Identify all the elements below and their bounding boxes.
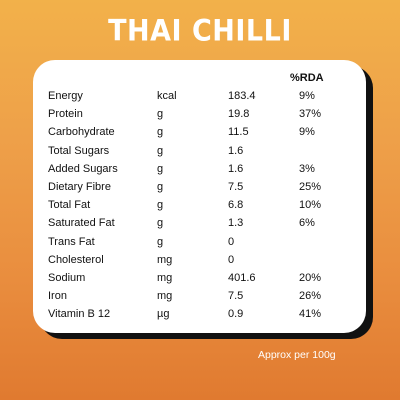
- nutrient-value: 7.5: [228, 181, 244, 193]
- nutrient-value: 7.5: [228, 290, 244, 303]
- nutrient-name: Trans Fat: [48, 235, 95, 248]
- nutrient-name: Added Sugars: [48, 162, 118, 175]
- nutrient-name: Sodium: [48, 272, 86, 284]
- nutrient-rda: 26%: [299, 290, 322, 303]
- table-row: Carbohydrate g 11.5 9%: [0, 126, 400, 142]
- table-row: Protein g 19.8 37%: [0, 108, 400, 124]
- nutrition-card: [33, 60, 366, 333]
- table-row: Energy kcal 183.4 9%: [0, 90, 400, 106]
- nutrient-value: 1.6: [228, 162, 244, 175]
- nutrient-unit: g: [157, 144, 164, 157]
- nutrient-unit: g: [157, 217, 164, 230]
- serving-note: Approx per 100g: [258, 349, 336, 361]
- nutrient-value: 0.9: [228, 308, 244, 321]
- nutrient-name: Saturated Fat: [48, 217, 115, 230]
- nutrient-unit: g: [157, 126, 164, 139]
- nutrient-rda: 37%: [299, 108, 322, 121]
- nutrient-value: 183.4: [228, 90, 256, 102]
- nutrient-rda: 9%: [299, 126, 315, 139]
- nutrient-rda: 41%: [299, 308, 322, 321]
- nutrient-unit: kcal: [157, 90, 177, 102]
- nutrient-unit: µg: [157, 308, 170, 321]
- nutrient-rda: 9%: [299, 90, 315, 102]
- nutrient-value: 0: [228, 235, 235, 248]
- nutrient-name: Carbohydrate: [48, 126, 115, 139]
- nutrient-rda: 10%: [299, 199, 322, 212]
- table-row: Trans Fat g 0: [0, 236, 400, 252]
- nutrient-value: 6.8: [228, 199, 244, 212]
- nutrient-value: 1.3: [228, 217, 244, 230]
- nutrient-name: Iron: [48, 290, 67, 303]
- table-row: Sodium mg 401.6 20%: [0, 272, 400, 288]
- nutrient-name: Total Fat: [48, 199, 91, 212]
- nutrient-unit: mg: [157, 272, 173, 284]
- table-row: Cholesterol mg 0: [0, 254, 400, 270]
- nutrient-unit: mg: [157, 290, 173, 303]
- nutrient-rda: 20%: [299, 272, 322, 284]
- nutrient-value: 401.6: [228, 272, 256, 284]
- table-row: Iron mg 7.5 26%: [0, 290, 400, 306]
- table-row: Vitamin B 12 µg 0.9 41%: [0, 308, 400, 324]
- nutrient-name: Cholesterol: [48, 253, 104, 266]
- nutrient-value: 11.5: [228, 126, 249, 139]
- table-row: Dietary Fibre g 7.5 25%: [0, 181, 400, 197]
- product-title: THAI CHILLI: [108, 14, 292, 49]
- table-row: Total Fat g 6.8 10%: [0, 199, 400, 215]
- nutrient-unit: g: [157, 199, 164, 212]
- nutrient-rda: 3%: [299, 162, 315, 175]
- nutrient-unit: g: [157, 108, 164, 121]
- nutrient-unit: g: [157, 235, 164, 248]
- table-row: Total Sugars g 1.6: [0, 145, 400, 161]
- rda-column-header: %RDA: [290, 72, 324, 84]
- table-row: Added Sugars g 1.6 3%: [0, 163, 400, 179]
- table-row: Saturated Fat g 1.3 6%: [0, 217, 400, 233]
- nutrient-name: Total Sugars: [48, 144, 110, 157]
- nutrient-name: Protein: [48, 108, 83, 121]
- nutrient-value: 1.6: [228, 144, 244, 157]
- nutrient-unit: g: [157, 162, 164, 175]
- nutrient-rda: 25%: [299, 181, 322, 193]
- nutrient-unit: mg: [157, 253, 173, 266]
- nutrient-rda: 6%: [299, 217, 315, 230]
- nutrient-name: Energy: [48, 90, 83, 102]
- nutrient-value: 0: [228, 253, 235, 266]
- nutrient-value: 19.8: [228, 108, 250, 121]
- nutrient-name: Dietary Fibre: [48, 181, 111, 193]
- nutrient-name: Vitamin B 12: [48, 308, 111, 321]
- nutrient-unit: g: [157, 181, 164, 193]
